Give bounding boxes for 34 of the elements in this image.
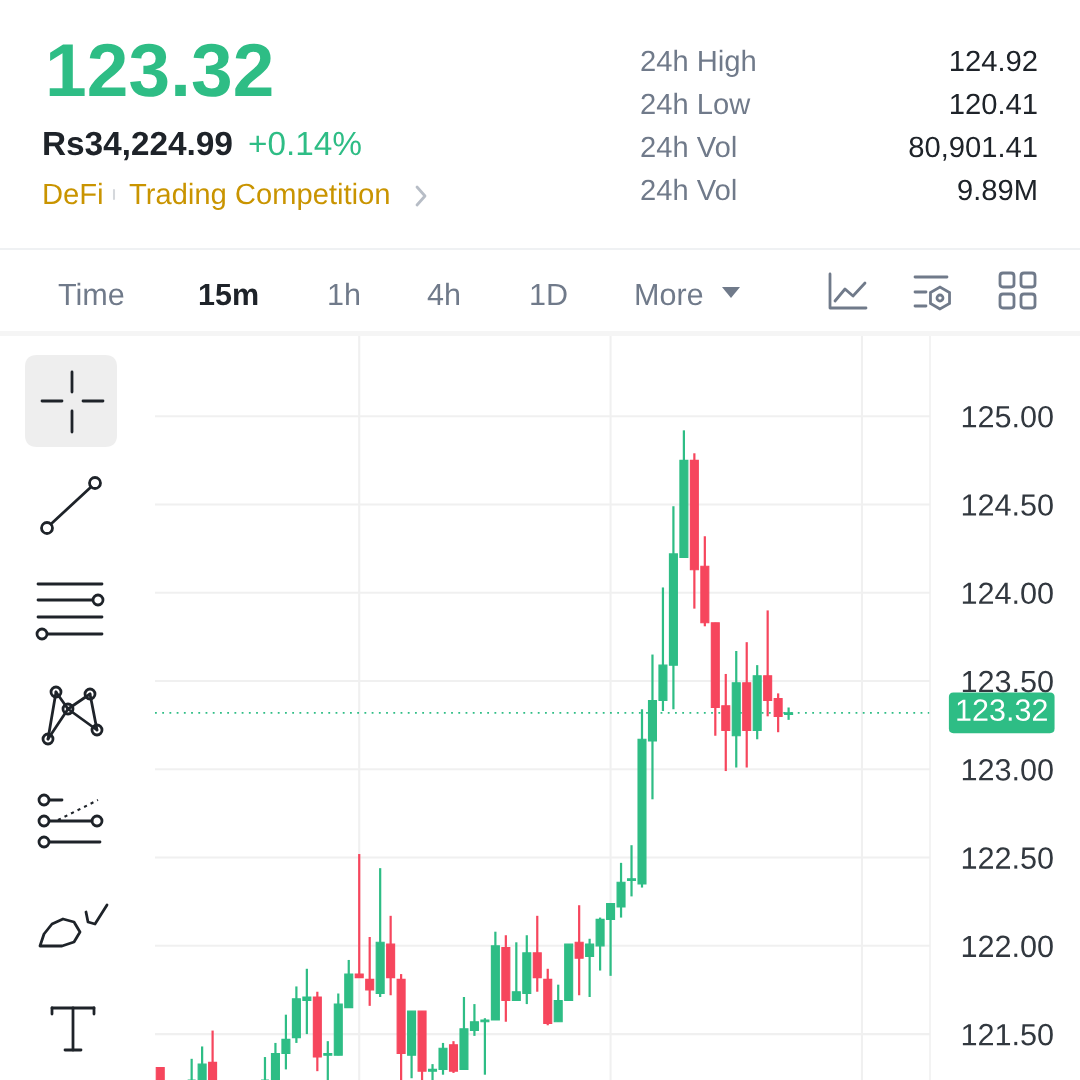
text: Trading Competition	[129, 182, 389, 211]
candlestick	[208, 1029, 218, 1080]
text: Time	[58, 282, 124, 306]
y-tick-label: 125.00	[962, 405, 1053, 428]
text: More	[636, 283, 703, 306]
y-tick-label: 124.50	[962, 494, 1053, 516]
text: 4h	[427, 282, 459, 305]
candlestick	[354, 852, 364, 979]
text: 80,901.41	[909, 136, 1037, 161]
text: 24h High	[641, 49, 755, 78]
y-tick-label: 123.00	[962, 759, 1053, 781]
text: 124.92	[951, 50, 1037, 72]
y-tick-label: 121.50	[962, 1023, 1053, 1046]
y-tick-label: 124.00	[962, 582, 1053, 605]
candlestick	[323, 1040, 333, 1080]
text: +0.14%	[249, 131, 361, 156]
ref-line-label: 123.32	[957, 699, 1047, 721]
text: 1D	[531, 283, 567, 305]
text: 15m	[199, 283, 258, 306]
text: 24h Vol	[641, 135, 736, 158]
candlestick	[773, 692, 783, 734]
text: Rs34,224.99	[44, 131, 232, 161]
text: DeFi	[44, 182, 102, 205]
candlestick	[574, 904, 584, 997]
y-tick-label: 122.00	[962, 935, 1053, 958]
candlestick	[365, 935, 375, 1007]
text: 9.89M	[958, 179, 1036, 201]
text: 120.41	[951, 93, 1037, 115]
y-tick-label: 122.50	[962, 847, 1053, 869]
text: 123.32	[49, 43, 272, 97]
text: 1h	[329, 282, 359, 305]
text: 24h Low	[641, 92, 751, 115]
y-tick-label: 123.50	[962, 670, 1053, 693]
text: 24h Vol	[641, 178, 736, 201]
